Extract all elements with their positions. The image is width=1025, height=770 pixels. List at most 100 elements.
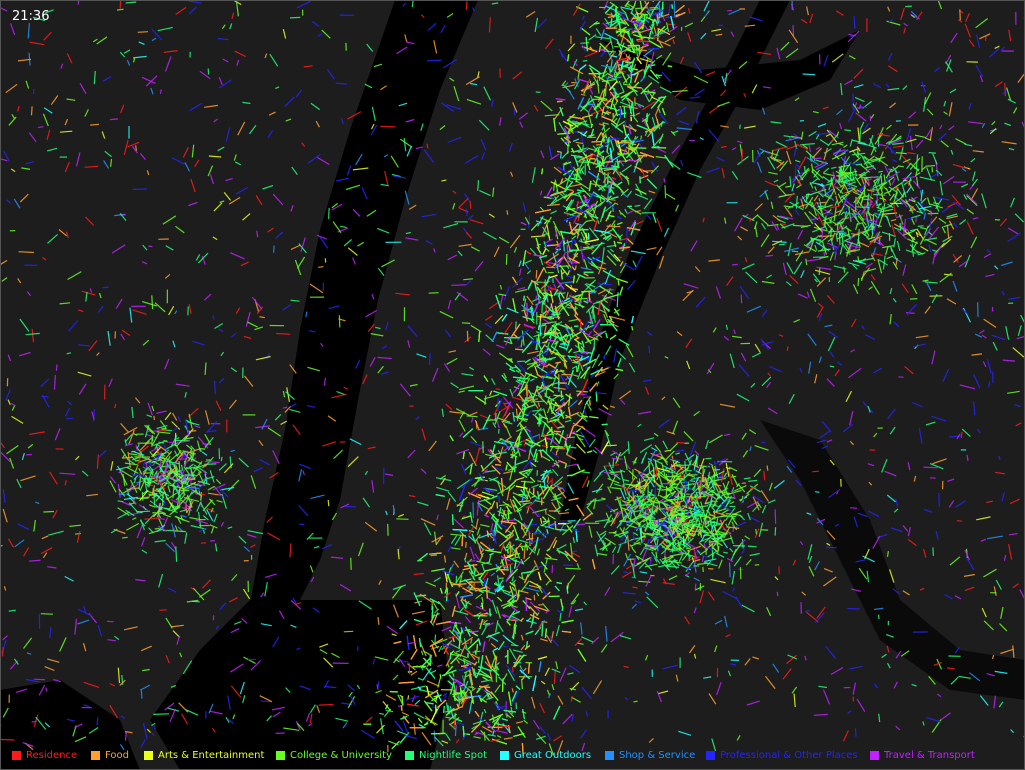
checkin-streak (627, 54, 631, 66)
checkin-streak (616, 20, 627, 25)
checkin-streak (628, 220, 637, 232)
checkin-streak (563, 136, 572, 144)
checkin-streak (609, 508, 619, 513)
checkin-streak (626, 504, 632, 509)
checkin-streak (520, 480, 534, 483)
checkin-streak (714, 528, 725, 538)
checkin-streak (546, 476, 550, 483)
checkin-streak (536, 491, 540, 499)
checkin-streak (523, 428, 533, 442)
checkin-streak (455, 591, 460, 597)
checkin-streak (524, 442, 534, 448)
checkin-streak (434, 634, 437, 645)
checkin-streak (500, 477, 504, 493)
checkin-streak (663, 490, 677, 498)
checkin-streak (539, 254, 548, 259)
checkin-streak (537, 325, 540, 331)
checkin-streak (396, 730, 408, 736)
checkin-streak (651, 0, 661, 13)
checkin-streak (450, 705, 463, 712)
checkin-streak (521, 570, 534, 574)
checkin-streak (588, 438, 596, 448)
checkin-streak (625, 521, 632, 524)
checkin-streak (542, 456, 551, 462)
checkin-streak (613, 103, 619, 117)
checkin-streak (641, 537, 646, 541)
checkin-streak (632, 72, 638, 76)
checkin-streak (496, 585, 505, 593)
checkin-streak (623, 83, 630, 86)
checkin-streak (578, 328, 590, 337)
checkin-streak (490, 572, 496, 577)
checkin-streak (707, 474, 718, 487)
checkin-streak (443, 705, 445, 713)
checkin-streak (649, 556, 652, 562)
checkin-streak (513, 654, 525, 668)
checkin-streak (643, 437, 655, 441)
checkin-streak (676, 550, 684, 555)
checkin-streak (511, 690, 518, 702)
checkin-streak (657, 457, 664, 461)
checkin-streak (482, 468, 489, 475)
checkin-streak (504, 521, 514, 533)
checkin-streak (595, 330, 607, 338)
checkin-streak (459, 385, 475, 391)
checkin-streak (646, 469, 654, 476)
checkin-streak (475, 593, 483, 600)
checkin-streak (469, 546, 476, 560)
checkin-streak (564, 181, 574, 193)
checkin-streak (619, 469, 626, 473)
checkin-streak (462, 567, 472, 571)
checkin-streak (553, 705, 561, 720)
checkin-streak (732, 541, 743, 556)
checkin-streak (486, 622, 494, 627)
checkin-streak (658, 502, 661, 511)
checkin-streak (540, 469, 552, 477)
checkin-streak (451, 547, 461, 550)
checkin-streak (525, 630, 534, 635)
checkin-streak (607, 249, 619, 262)
checkin-streak (573, 252, 579, 259)
checkin-streak (596, 381, 600, 387)
checkin-streak (491, 599, 498, 614)
checkin-streak (599, 530, 607, 536)
checkin-streak (510, 614, 523, 623)
checkin-streak (406, 635, 410, 650)
checkin-streak (570, 593, 580, 605)
checkin-streak (478, 494, 490, 499)
checkin-streak (711, 465, 717, 477)
checkin-streak (603, 88, 606, 93)
checkin-streak (551, 196, 564, 205)
checkin-streak (576, 504, 585, 517)
checkin-streak (555, 361, 561, 364)
checkin-streak (648, 31, 652, 40)
checkin-streak (569, 399, 578, 408)
checkin-streak (534, 452, 538, 463)
checkin-streak (431, 706, 439, 710)
checkin-streak (515, 538, 529, 544)
checkin-streak (730, 510, 742, 517)
checkin-streak (613, 253, 621, 262)
checkin-streak (530, 235, 546, 238)
checkin-streak (633, 0, 637, 7)
checkin-streak (540, 280, 550, 290)
checkin-streak (591, 140, 602, 143)
checkin-streak (659, 543, 666, 548)
checkin-streak (632, 68, 638, 71)
checkin-streak (559, 291, 565, 299)
checkin-streak (643, 516, 651, 521)
checkin-streak (567, 446, 577, 449)
checkin-streak (536, 592, 540, 597)
checkin-streak (553, 257, 563, 267)
checkin-streak (620, 89, 635, 99)
checkin-streak (704, 558, 717, 563)
checkin-streak (489, 713, 504, 721)
checkin-streak (481, 626, 487, 636)
checkin-streak (515, 485, 528, 489)
checkin-streak (475, 476, 486, 479)
checkin-streak (521, 340, 533, 353)
checkin-streak (577, 273, 586, 279)
checkin-streak (512, 504, 518, 509)
checkin-streak (556, 528, 567, 531)
checkin-streak (610, 96, 615, 110)
